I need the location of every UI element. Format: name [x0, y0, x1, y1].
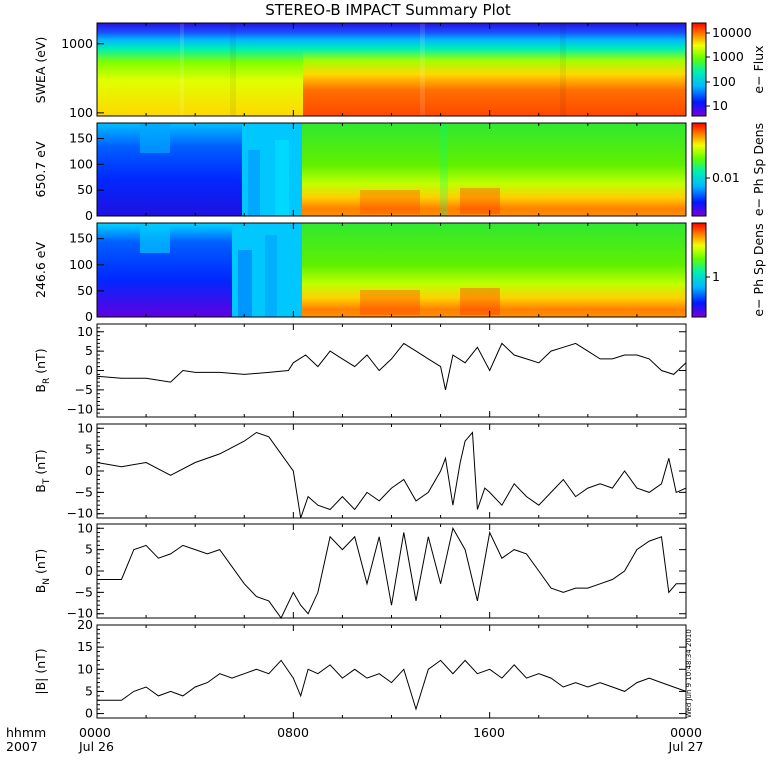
- pad-246-spectrogram: [97, 223, 686, 317]
- colorbar-pad650: [691, 122, 707, 217]
- chart-title: STEREO-B IMPACT Summary Plot: [265, 1, 511, 19]
- line-ytick-label: 15: [77, 639, 93, 654]
- pad-ytick-label: 50: [77, 182, 93, 197]
- colorbar-tick-label: 1: [712, 269, 720, 284]
- colorbar-tick-label: 10000: [712, 25, 752, 40]
- pad-ytick-label: 100: [69, 156, 93, 171]
- pad-ytick-label: 150: [69, 131, 93, 146]
- swea-ytick-label: 1000: [61, 36, 93, 51]
- line-ytick-label: 5: [85, 442, 93, 457]
- pad-650-spectrogram: [97, 123, 686, 216]
- time-tick-0800: 0800: [277, 725, 309, 740]
- colorbar-tick-label: 100: [712, 74, 736, 89]
- line-ytick-label: 10: [77, 661, 93, 676]
- pad-ytick-label: 50: [77, 283, 93, 298]
- colorbar-pad246: [691, 222, 707, 318]
- line-ytick-label: −5: [75, 484, 93, 499]
- timestamp: Wed Jun 9 10:48:34 2010: [685, 629, 693, 718]
- line-ytick-label: −10: [67, 606, 93, 621]
- line-ylabel: |B| (nT): [33, 648, 48, 694]
- line-ytick-label: 0: [85, 463, 93, 478]
- line-ytick-label: 10: [77, 520, 93, 535]
- line-ytick-label: 10: [77, 420, 93, 435]
- pad-ytick-label: 0: [85, 208, 93, 223]
- br-line: [96, 342, 687, 391]
- bmag-line: [97, 659, 687, 711]
- pad-ylabel: 246.6 eV: [33, 242, 48, 298]
- line-ylabel: BN (nT): [33, 549, 52, 594]
- swea-ylabel: SWEA (eV): [33, 37, 48, 104]
- line-ytick-label: 5: [85, 542, 93, 557]
- line-ytick-label: 5: [85, 683, 93, 698]
- swea-ytick-label: 100: [69, 105, 93, 120]
- line-ylabel: BR (nT): [33, 348, 52, 392]
- line-ytick-label: −5: [75, 382, 93, 397]
- year-label: 2007: [6, 739, 38, 754]
- time-tick-start: 0000: [79, 725, 111, 740]
- pad-ylabel: 650.7 eV: [33, 141, 48, 197]
- line-ytick-label: 10: [77, 324, 93, 339]
- colorbar-label: e− Ph Sp Dens: [751, 123, 766, 216]
- colorbar-tick-label: 1000: [712, 49, 744, 64]
- line-ytick-label: 5: [85, 343, 93, 358]
- time-tick-1600: 1600: [473, 725, 505, 740]
- bt-line: [96, 431, 687, 519]
- line-ylabel: BT (nT): [33, 449, 52, 492]
- pad-ytick-label: 0: [85, 309, 93, 324]
- pad-ytick-label: 150: [69, 231, 93, 246]
- colorbar-label: e− Flux: [751, 45, 766, 93]
- line-ytick-label: −5: [75, 584, 93, 599]
- line-ytick-label: −10: [67, 506, 93, 521]
- line-ytick-label: 0: [85, 363, 93, 378]
- colorbar-tick-label: 0.01: [712, 170, 740, 185]
- colorbar-tick-label: 10: [712, 98, 728, 113]
- hhmm-label: hhmm: [6, 725, 46, 740]
- bn-line: [97, 526, 686, 619]
- line-ytick-label: −10: [67, 401, 93, 416]
- line-ytick-label: 0: [85, 706, 93, 721]
- date-start: Jul 26: [78, 739, 114, 754]
- time-tick-end: 0000: [670, 725, 702, 740]
- line-ytick-label: 0: [85, 563, 93, 578]
- colorbar-label: e− Ph Sp Dens: [751, 223, 766, 316]
- colorbar-swea: [691, 22, 707, 117]
- date-end: Jul 27: [668, 739, 704, 754]
- pad-ytick-label: 100: [69, 257, 93, 272]
- line-ytick-label: 20: [77, 617, 93, 632]
- swea-spectrogram: [97, 23, 686, 116]
